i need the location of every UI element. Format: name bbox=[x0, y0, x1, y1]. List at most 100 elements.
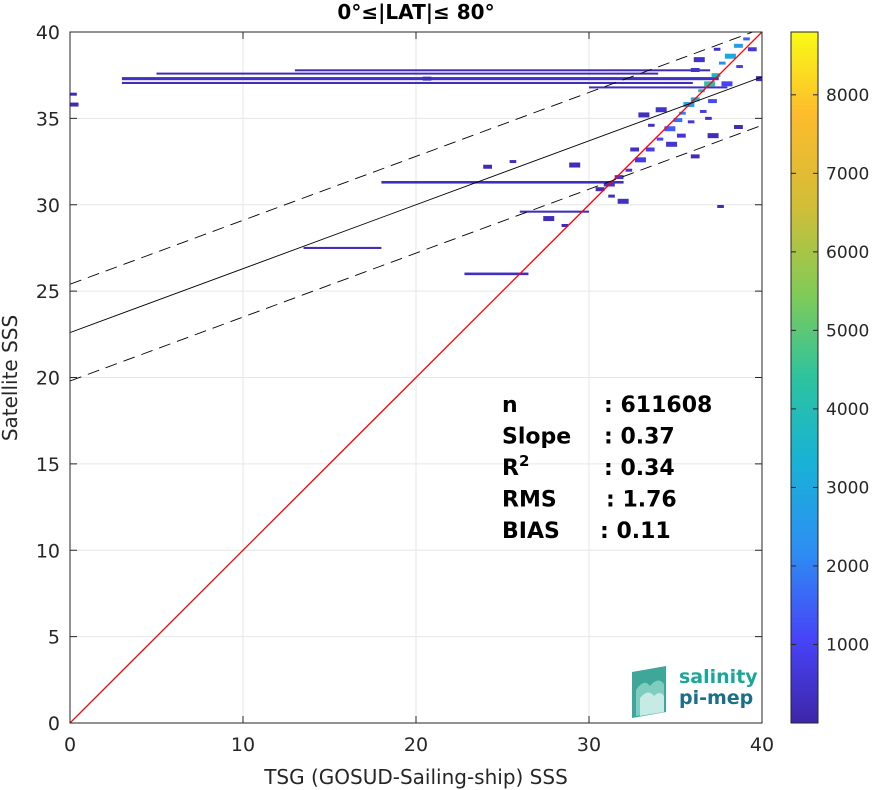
density-cell bbox=[734, 125, 743, 130]
density-cell bbox=[679, 111, 686, 115]
density-band bbox=[381, 180, 624, 184]
density-band bbox=[519, 210, 589, 213]
y-tick-label: 15 bbox=[36, 454, 60, 476]
density-cell bbox=[634, 157, 646, 163]
identity-line bbox=[70, 32, 762, 723]
density-cell bbox=[543, 216, 555, 222]
stat-superscript: 2 bbox=[519, 452, 529, 470]
salinity-pi-mep-logo: salinity pi-mep bbox=[632, 666, 758, 718]
density-cell bbox=[736, 65, 743, 69]
fit-lower-line bbox=[70, 124, 762, 382]
density-cell bbox=[690, 68, 700, 73]
colorbar-tick-label: 1000 bbox=[826, 635, 869, 655]
y-tick-label: 20 bbox=[36, 368, 60, 390]
colorbar-tick-label: 8000 bbox=[826, 86, 869, 106]
y-tick-label: 30 bbox=[36, 195, 60, 217]
logo-line2: pi-mep bbox=[679, 687, 753, 709]
density-cell bbox=[614, 175, 624, 180]
density-cell bbox=[676, 133, 686, 138]
colorbar-tick-label: 5000 bbox=[826, 321, 869, 341]
density-cell bbox=[70, 92, 77, 96]
y-axis-label: Satellite SSS bbox=[0, 315, 22, 441]
colorbar-frame bbox=[790, 31, 819, 724]
density-cell bbox=[625, 168, 633, 172]
density-cell bbox=[638, 112, 650, 118]
x-tick-label: 40 bbox=[750, 734, 774, 756]
density-cell bbox=[595, 187, 605, 192]
density-cell bbox=[693, 57, 705, 63]
density-cell bbox=[655, 107, 667, 113]
density-cell bbox=[630, 147, 640, 152]
density-cell bbox=[718, 61, 726, 65]
density-cell bbox=[561, 223, 569, 227]
x-tick-label: 30 bbox=[577, 734, 601, 756]
density-cell bbox=[509, 160, 517, 164]
stat-value: : 611608 bbox=[604, 393, 712, 418]
density-cell bbox=[743, 37, 750, 41]
y-tick-label: 25 bbox=[36, 281, 60, 303]
fit-upper-line bbox=[70, 32, 754, 285]
colorbar-ticks: 1000 2000 3000 4000 5000 6000 7000 8000 bbox=[791, 86, 869, 655]
density-cell bbox=[747, 47, 757, 52]
density-cell bbox=[483, 164, 492, 169]
density-cell bbox=[724, 53, 736, 59]
y-tick-label: 10 bbox=[36, 540, 60, 562]
density-cell bbox=[687, 120, 695, 124]
density-cell bbox=[734, 43, 743, 48]
stat-label: n bbox=[502, 393, 518, 418]
x-tick-label: 20 bbox=[404, 734, 428, 756]
density-band bbox=[589, 86, 728, 89]
logo-line1: salinity bbox=[679, 666, 758, 688]
stat-value: : 1.76 bbox=[606, 488, 677, 513]
y-tick-label: 0 bbox=[48, 713, 60, 735]
density-cell bbox=[711, 73, 721, 78]
density-cell bbox=[617, 198, 629, 204]
density-cell bbox=[666, 141, 678, 147]
logo-waves-icon bbox=[632, 666, 666, 718]
density-cell bbox=[70, 102, 79, 107]
stat-label: BIAS bbox=[502, 519, 560, 544]
density-band bbox=[303, 246, 382, 249]
density-band bbox=[464, 272, 529, 276]
density-cell bbox=[422, 76, 432, 81]
density-cell bbox=[648, 123, 655, 127]
stat-label: Slope bbox=[502, 425, 571, 450]
stat-value: : 0.11 bbox=[600, 519, 671, 544]
density-cell bbox=[656, 137, 664, 141]
stat-label: RMS bbox=[502, 488, 557, 513]
colorbar-tick-label: 6000 bbox=[826, 243, 869, 263]
colorbar-tick-label: 4000 bbox=[826, 400, 869, 420]
stat-value: : 0.34 bbox=[604, 456, 675, 481]
y-tick-label: 5 bbox=[48, 627, 60, 649]
colorbar bbox=[791, 32, 818, 723]
density-cell bbox=[708, 99, 717, 104]
x-tick-label: 10 bbox=[231, 734, 255, 756]
density-cell bbox=[673, 118, 683, 123]
density-cell bbox=[608, 194, 615, 198]
density-cell bbox=[664, 126, 676, 132]
density-cell bbox=[756, 76, 762, 82]
density-cell bbox=[699, 109, 707, 113]
density-cell bbox=[690, 154, 700, 159]
fit-line bbox=[70, 76, 762, 334]
density-band bbox=[121, 81, 693, 84]
density-cell bbox=[713, 47, 721, 51]
x-axis-ticks: 0 10 20 30 40 bbox=[64, 32, 774, 756]
chart-title: 0°≤|LAT|≤ 80° bbox=[337, 0, 494, 24]
density-cell bbox=[717, 204, 724, 208]
colorbar-tick-label: 3000 bbox=[826, 478, 869, 498]
density-cell bbox=[569, 162, 581, 168]
stat-value: : 0.37 bbox=[604, 425, 675, 450]
density-band bbox=[294, 69, 711, 72]
density-cell bbox=[721, 81, 733, 87]
density-cell bbox=[705, 116, 712, 120]
y-tick-label: 40 bbox=[36, 22, 60, 44]
density-cell bbox=[707, 133, 719, 139]
colorbar-tick-label: 7000 bbox=[826, 164, 869, 184]
x-axis-label: TSG (GOSUD-Sailing-ship) SSS bbox=[263, 765, 568, 789]
x-tick-label: 0 bbox=[64, 734, 76, 756]
y-tick-label: 35 bbox=[36, 108, 60, 130]
density-cell bbox=[698, 89, 705, 93]
